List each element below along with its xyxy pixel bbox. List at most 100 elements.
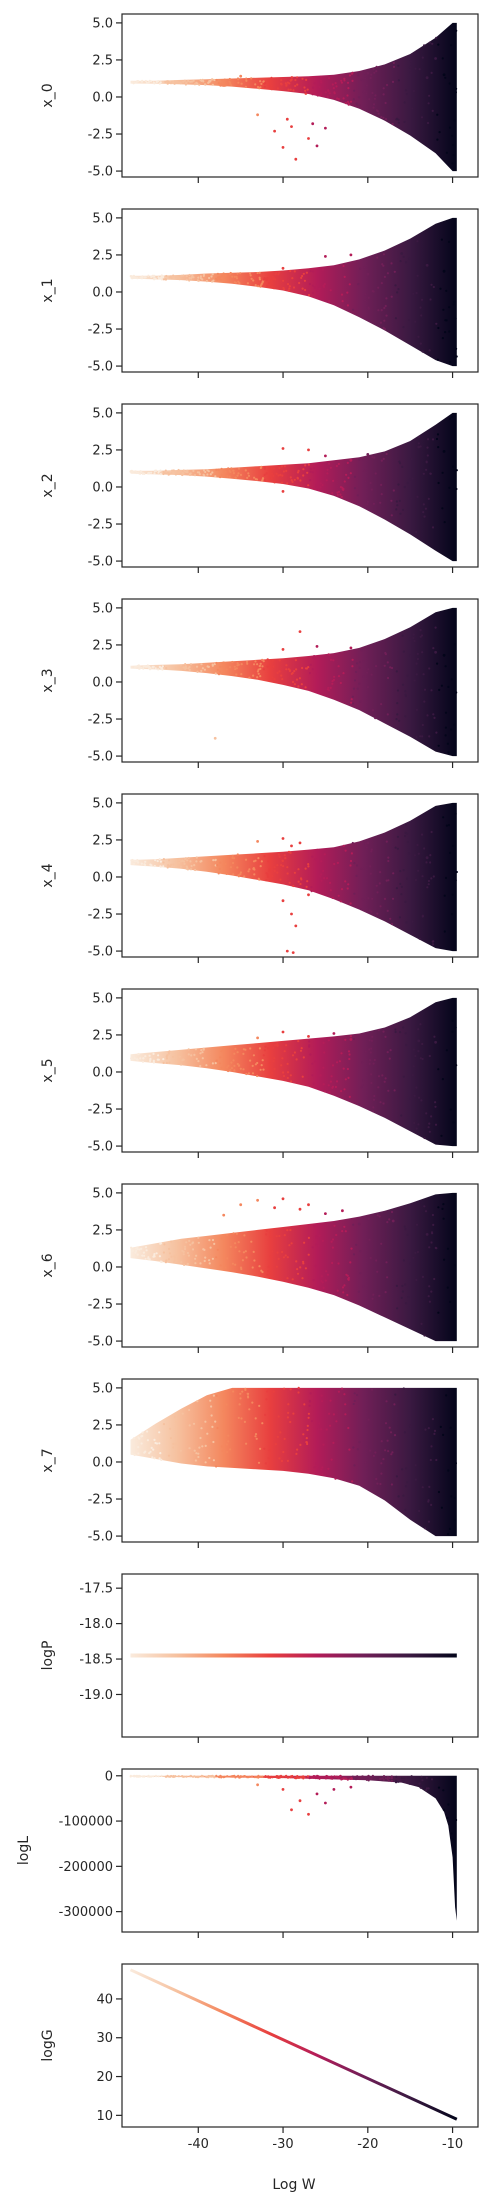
outlier-point (391, 1219, 395, 1223)
data-point (278, 1234, 281, 1238)
data-point (394, 284, 397, 287)
data-point (419, 306, 422, 309)
data-point (159, 1242, 163, 1245)
outlier-point (273, 1206, 276, 1210)
data-point (270, 472, 274, 475)
data-point (386, 1777, 389, 1780)
data-point (321, 1281, 324, 1284)
data-point (342, 672, 345, 675)
data-point (404, 1228, 407, 1231)
data-point (406, 877, 409, 880)
data-point (183, 1245, 187, 1248)
data-point (396, 835, 400, 838)
data-point (435, 322, 438, 325)
data-point (427, 1126, 430, 1129)
data-point (442, 1808, 445, 1811)
data-point (135, 1058, 139, 1061)
data-point (352, 1402, 355, 1406)
data-point (223, 78, 226, 81)
outlier-point (273, 129, 276, 133)
data-point (383, 275, 386, 278)
data-point (273, 481, 276, 484)
data-point (291, 277, 294, 280)
data-point (304, 464, 307, 467)
data-point (385, 1400, 388, 1403)
data-point (357, 74, 360, 77)
data-point (325, 1775, 328, 1778)
data-point (148, 1775, 151, 1778)
data-point (371, 1110, 374, 1113)
data-point (414, 67, 417, 70)
data-point (164, 469, 167, 472)
data-point (286, 866, 289, 869)
data-point (299, 1443, 302, 1446)
data-point (250, 1240, 253, 1243)
data-point (369, 1059, 372, 1062)
data-point (326, 468, 329, 471)
data-point (387, 856, 390, 859)
data-point (333, 1224, 336, 1227)
data-point (204, 1256, 207, 1259)
data-point (385, 1261, 388, 1264)
outlier-point (332, 1032, 336, 1035)
data-point (346, 1293, 349, 1297)
data-point (336, 861, 339, 865)
plot-area-x_2 (129, 412, 458, 562)
axes-frame-x_2 (121, 403, 479, 568)
data-point (307, 463, 310, 466)
data-point (183, 79, 186, 82)
data-point (353, 1464, 356, 1467)
data-point (450, 1832, 453, 1835)
data-point (335, 1775, 338, 1778)
data-point (246, 662, 249, 665)
data-point (194, 1262, 197, 1265)
data-point (386, 272, 389, 275)
data-point (445, 1049, 448, 1052)
data-point (168, 276, 171, 279)
data-point (416, 652, 419, 656)
data-point (200, 663, 203, 666)
data-point (270, 467, 273, 470)
data-point (263, 855, 266, 858)
data-point (222, 1410, 225, 1413)
data-point (303, 1403, 306, 1406)
data-point (168, 1247, 171, 1250)
data-point (382, 87, 385, 90)
data-point (374, 472, 377, 475)
data-point (423, 44, 426, 47)
data-point (368, 1238, 371, 1241)
data-point (200, 1049, 203, 1052)
y-tick-label: 5.0 (92, 16, 113, 31)
data-point (221, 1048, 225, 1051)
data-point (386, 1775, 389, 1779)
data-point (287, 1403, 290, 1406)
data-point (229, 271, 232, 275)
data-point (368, 1062, 371, 1065)
data-point (268, 867, 271, 871)
data-point (249, 1059, 252, 1062)
data-point (305, 78, 308, 81)
data-point (188, 1447, 191, 1450)
y-tick-label: -5.0 (88, 360, 113, 375)
data-point (317, 1244, 320, 1247)
panel-x_5: -5.0-2.50.02.55.0x_5 (40, 988, 479, 1158)
data-point (222, 1237, 225, 1240)
data-point (216, 276, 220, 279)
data-point (307, 865, 310, 868)
data-point (406, 674, 409, 677)
y-tick-label: 20 (96, 2070, 113, 2085)
data-point (339, 493, 342, 496)
data-point (279, 82, 283, 85)
data-point (429, 854, 432, 857)
outlier-point (291, 951, 295, 954)
data-point (236, 1062, 239, 1066)
data-point (446, 1247, 450, 1250)
data-point (180, 1063, 183, 1066)
data-point (316, 295, 319, 298)
outlier-point (294, 157, 298, 161)
data-point (325, 479, 328, 482)
data-point (216, 272, 219, 275)
data-point (147, 1775, 150, 1778)
outlier-point (307, 893, 310, 897)
data-point (426, 454, 429, 457)
